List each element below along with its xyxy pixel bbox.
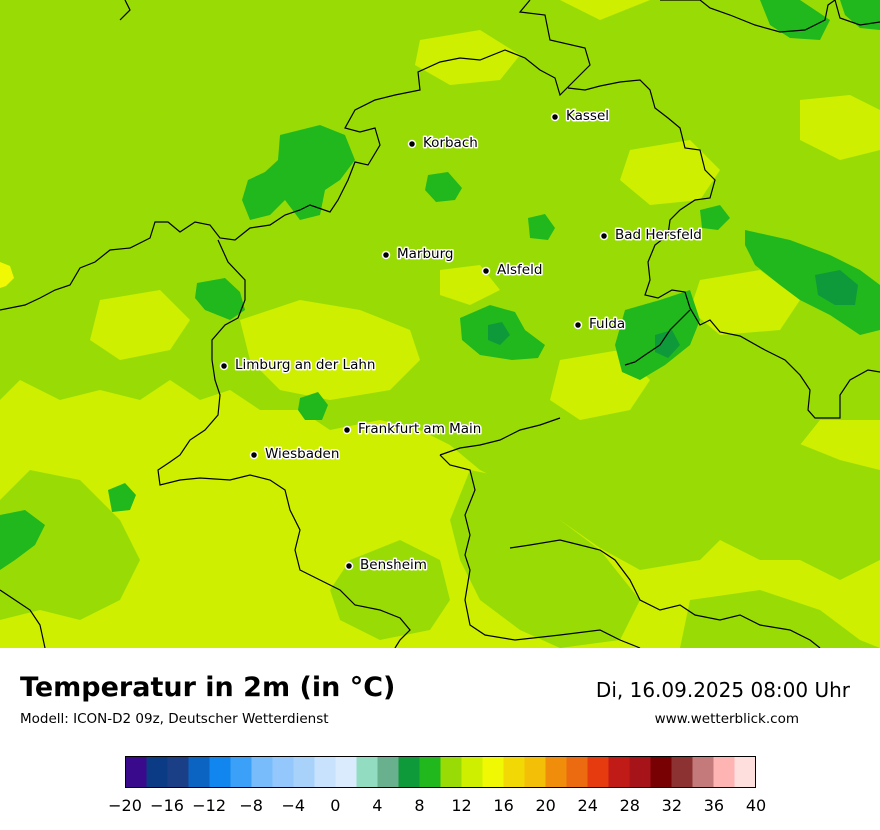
map-canvas: Kassel Korbach Bad Hersfeld Marburg Alsf… <box>0 0 880 648</box>
legend-swatch <box>167 756 189 788</box>
city-bad-hersfeld: Bad Hersfeld <box>599 226 703 245</box>
legend-swatch <box>629 756 651 788</box>
legend-swatch <box>272 756 294 788</box>
map-footer: Temperatur in 2m (in °C) Modell: ICON-D2… <box>0 648 880 830</box>
city-label: Wiesbaden <box>265 446 339 462</box>
legend-swatch <box>209 756 231 788</box>
city-kassel: Kassel <box>550 107 611 126</box>
temperature-8-10-patches <box>0 0 880 570</box>
legend-swatch <box>377 756 399 788</box>
legend-tick-label: 16 <box>493 796 514 815</box>
legend-swatch <box>440 756 462 788</box>
city-dot <box>342 425 352 435</box>
legend-tick-label: −8 <box>239 796 263 815</box>
legend-tick-label: −4 <box>281 796 306 815</box>
legend-swatch <box>734 756 756 788</box>
legend-swatch <box>587 756 609 788</box>
legend-tick-label: 24 <box>577 796 598 815</box>
legend-tick-label: −12 <box>192 796 227 815</box>
legend-swatch <box>503 756 525 788</box>
legend-border <box>125 756 756 788</box>
city-label: Marburg <box>397 246 453 262</box>
legend-swatch <box>125 756 147 788</box>
legend-tick-label: 4 <box>372 796 383 815</box>
legend-swatch <box>293 756 315 788</box>
legend-swatch <box>146 756 168 788</box>
legend-tick-label: 32 <box>661 796 683 815</box>
city-markers: Kassel Korbach Bad Hersfeld Marburg Alsf… <box>219 107 703 575</box>
model-info: Modell: ICON-D2 09z, Deutscher Wetterdie… <box>20 711 329 727</box>
legend-tick-label: 12 <box>451 796 472 815</box>
legend-swatch <box>356 756 378 788</box>
city-dot <box>573 320 583 330</box>
city-dot <box>249 450 259 460</box>
city-dot <box>381 250 391 260</box>
legend-tick-label: 0 <box>330 796 341 815</box>
temperature-14-16-spot <box>0 262 14 288</box>
legend-tick-label: 40 <box>745 796 767 815</box>
city-label: Kassel <box>566 108 609 124</box>
legend-swatch <box>314 756 336 788</box>
city-label: Limburg an der Lahn <box>235 357 375 373</box>
city-dot <box>344 561 354 571</box>
legend-swatch <box>482 756 504 788</box>
legend-tick-label: −16 <box>150 796 184 815</box>
map-title: Temperatur in 2m (in °C) <box>20 672 396 703</box>
city-dot <box>481 266 491 276</box>
city-alsfeld: Alsfeld <box>481 261 544 280</box>
legend-swatch <box>188 756 210 788</box>
city-marburg: Marburg <box>381 245 455 264</box>
city-label: Frankfurt am Main <box>358 421 481 437</box>
temperature-12-14-pockets <box>90 30 880 530</box>
legend-tick-label: 8 <box>414 796 425 815</box>
city-bensheim: Bensheim <box>344 556 428 575</box>
legend-swatch <box>608 756 630 788</box>
city-label: Korbach <box>423 135 478 151</box>
legend-swatch <box>671 756 693 788</box>
city-wiesbaden: Wiesbaden <box>249 445 341 464</box>
city-dot <box>407 139 417 149</box>
city-fulda: Fulda <box>573 315 627 334</box>
city-frankfurt: Frankfurt am Main <box>342 420 483 439</box>
website-link[interactable]: www.wetterblick.com <box>654 711 799 727</box>
legend-swatch <box>251 756 273 788</box>
legend-swatch <box>524 756 546 788</box>
legend-swatch <box>566 756 588 788</box>
legend-swatch <box>335 756 357 788</box>
legend-tick-label: 28 <box>619 796 640 815</box>
city-dot <box>219 361 229 371</box>
city-label: Alsfeld <box>497 262 542 278</box>
legend-swatch <box>461 756 483 788</box>
legend-tick-label: 36 <box>703 796 725 815</box>
legend-swatch <box>230 756 252 788</box>
legend-tick-label: 20 <box>535 796 556 815</box>
temperature-map: Kassel Korbach Bad Hersfeld Marburg Alsf… <box>0 0 880 648</box>
temperature-6-8-patches <box>488 270 858 358</box>
legend-swatch <box>545 756 567 788</box>
city-label: Fulda <box>589 316 625 332</box>
legend-swatch <box>398 756 420 788</box>
color-legend <box>125 756 756 788</box>
city-dot <box>599 231 609 241</box>
city-dot <box>550 112 560 122</box>
city-limburg: Limburg an der Lahn <box>219 356 377 375</box>
legend-swatch <box>650 756 672 788</box>
legend-tick-label: −20 <box>108 796 142 815</box>
forecast-datetime: Di, 16.09.2025 08:00 Uhr <box>595 678 850 702</box>
city-korbach: Korbach <box>407 134 479 153</box>
city-label: Bad Hersfeld <box>615 227 702 243</box>
legend-swatch <box>713 756 735 788</box>
legend-swatch <box>419 756 441 788</box>
state-borders <box>0 0 880 648</box>
legend-swatch <box>692 756 714 788</box>
city-label: Bensheim <box>360 557 427 573</box>
